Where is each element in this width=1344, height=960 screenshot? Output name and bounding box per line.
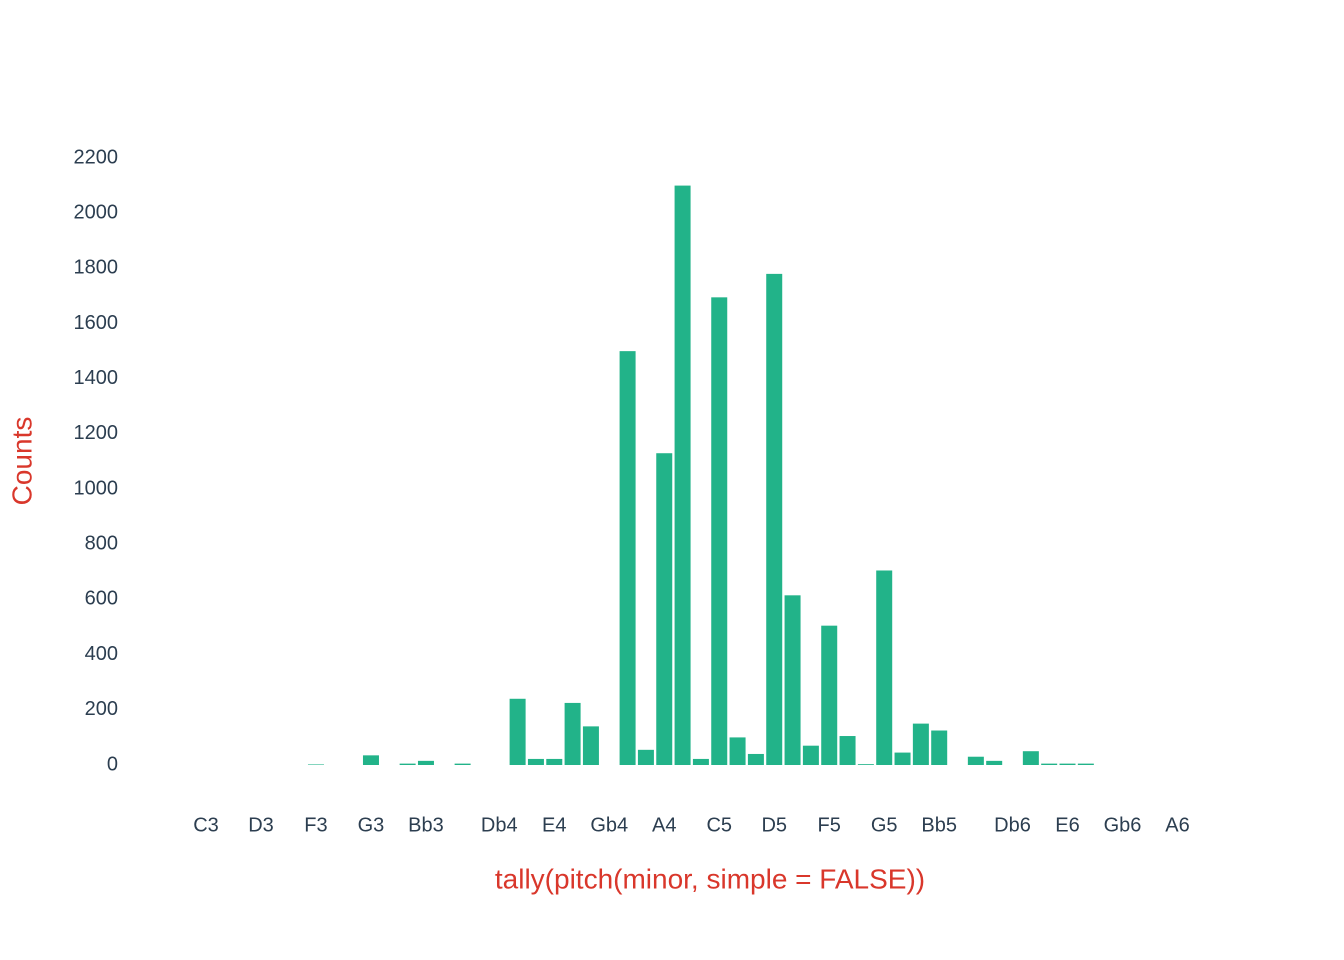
x-tick-label: E6 (1055, 814, 1079, 836)
x-tick-label: F5 (818, 814, 841, 836)
bar (1041, 763, 1058, 765)
bar (546, 758, 563, 765)
bar (747, 753, 764, 765)
bar (454, 763, 471, 765)
y-tick-label: 1200 (74, 422, 119, 444)
y-tick-label: 0 (107, 753, 118, 775)
x-tick-label: Bb5 (921, 814, 957, 836)
bar (967, 756, 984, 765)
x-tick-label: Db4 (481, 814, 518, 836)
bar (674, 185, 691, 765)
x-tick-label: C5 (706, 814, 732, 836)
bar (527, 758, 544, 765)
bar (857, 764, 874, 765)
y-tick-label: 400 (85, 643, 118, 665)
y-tick-label: 1000 (74, 477, 119, 499)
y-tick-label: 1400 (74, 367, 119, 389)
x-tick-label: Db6 (994, 814, 1031, 836)
x-tick-label: E4 (542, 814, 566, 836)
bar (802, 745, 819, 765)
y-tick-label: 1600 (74, 312, 119, 334)
bar (766, 273, 783, 765)
bar (931, 730, 948, 765)
bar (1022, 751, 1039, 765)
x-tick-label: D5 (761, 814, 787, 836)
bar (637, 749, 654, 765)
bar (656, 453, 673, 765)
bar (509, 698, 526, 765)
x-tick-label: G5 (871, 814, 898, 836)
x-tick-label: Bb3 (408, 814, 444, 836)
bar (784, 595, 801, 765)
x-tick-label: G3 (358, 814, 385, 836)
bar (417, 760, 434, 765)
bar (619, 351, 636, 765)
bar (362, 755, 379, 765)
x-tick-label: Gb6 (1104, 814, 1142, 836)
x-tick-label: A4 (652, 814, 676, 836)
x-tick-label: F3 (304, 814, 327, 836)
y-tick-label: 800 (85, 533, 118, 555)
y-tick-label: 2200 (74, 146, 119, 168)
bar (839, 736, 856, 765)
bar (1059, 763, 1076, 765)
x-tick-label: C3 (193, 814, 219, 836)
y-tick-label: 200 (85, 698, 118, 720)
bar (729, 737, 746, 765)
bar (307, 764, 324, 765)
bar (894, 752, 911, 765)
bar (711, 297, 728, 765)
y-tick-label: 1800 (74, 257, 119, 279)
bar (692, 758, 709, 765)
x-tick-label: Gb4 (590, 814, 628, 836)
bar (582, 726, 599, 765)
y-tick-label: 2000 (74, 201, 119, 223)
bar (912, 723, 929, 765)
bar (821, 625, 838, 765)
bar (399, 763, 416, 765)
bar (564, 702, 581, 765)
bar (876, 570, 893, 765)
x-tick-label: D3 (248, 814, 274, 836)
bar (986, 760, 1003, 765)
x-axis-title: tally(pitch(minor, simple = FALSE)) (495, 863, 925, 894)
x-tick-label: A6 (1165, 814, 1189, 836)
y-tick-label: 600 (85, 588, 118, 610)
y-axis-title: Counts (6, 417, 37, 506)
bar (1077, 763, 1094, 765)
